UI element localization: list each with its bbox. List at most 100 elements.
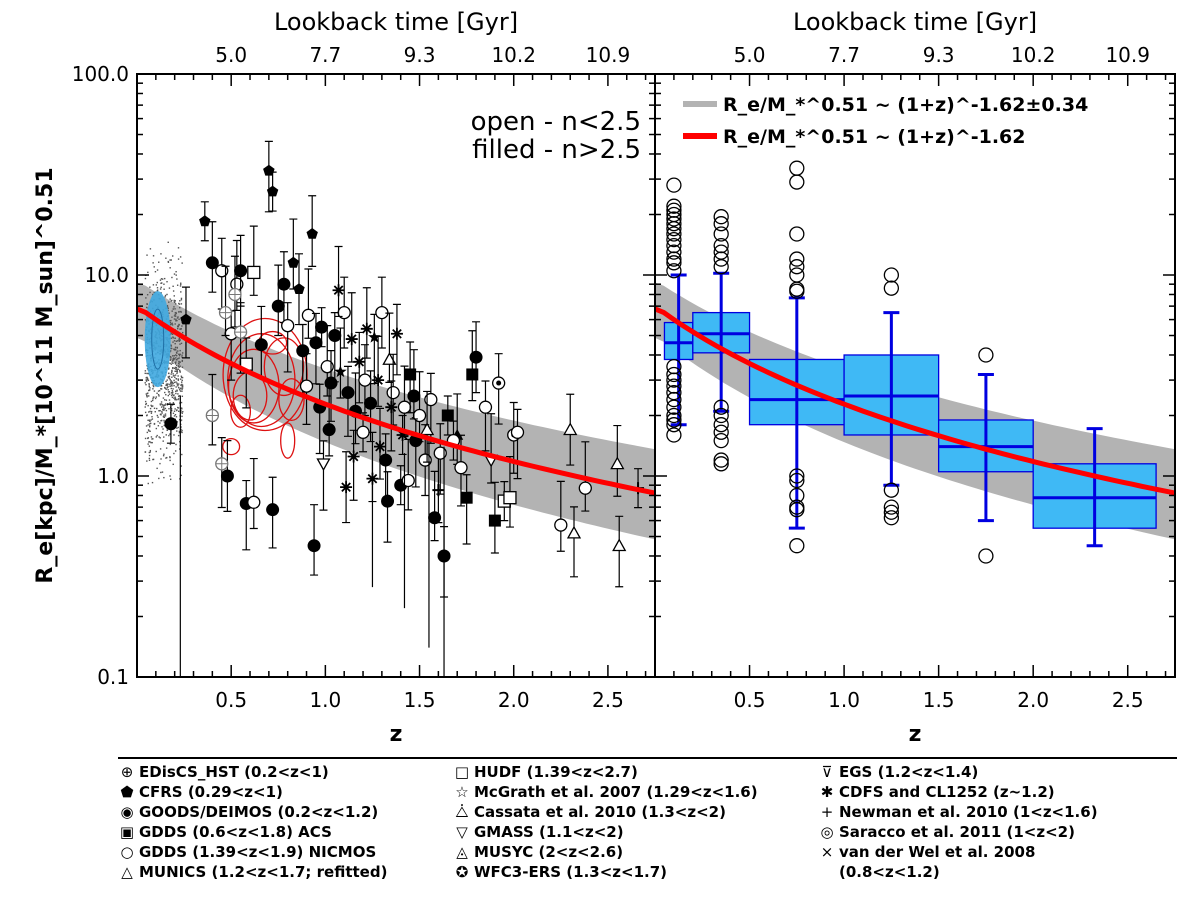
sdss-point xyxy=(152,385,155,388)
data-point-filled-square xyxy=(460,491,473,504)
data-point-open-circle xyxy=(554,518,568,532)
sdss-point xyxy=(167,261,170,263)
sdss-point xyxy=(145,379,147,381)
top-tick-label: 5.0 xyxy=(734,43,766,67)
error-bar xyxy=(319,440,328,511)
sdss-point xyxy=(171,396,174,399)
sdss-point xyxy=(155,450,157,453)
legend-column-1: ⊕ EDisCS_HST (0.2<z<1) ⬟ CFRS (0.29<z<1) ◉… xyxy=(118,762,388,882)
sdss-point xyxy=(159,410,161,412)
sdss-point xyxy=(176,371,179,373)
sdss-point xyxy=(173,394,175,396)
sdss-point xyxy=(157,393,160,396)
sdss-point xyxy=(175,354,177,356)
sdss-point xyxy=(169,362,171,365)
sdss-point xyxy=(175,318,177,321)
sdss-point xyxy=(148,451,150,454)
sdss-point xyxy=(178,366,181,368)
sdss-point xyxy=(144,411,147,414)
x-tick-label: 1.5 xyxy=(404,688,436,712)
sdss-point xyxy=(171,322,173,324)
legend-item: (0.8<z<1.2) xyxy=(818,862,1098,882)
legend-item: ⊕ EDisCS_HST (0.2<z<1) xyxy=(118,762,387,782)
data-point-cross xyxy=(219,306,232,319)
sdss-point xyxy=(176,384,179,386)
sdss-point xyxy=(177,375,179,377)
sdss-point xyxy=(173,301,175,303)
top-tick-label: 10.2 xyxy=(1011,43,1056,67)
sdss-point xyxy=(148,420,151,422)
sdss-point xyxy=(177,385,179,387)
sdss-point xyxy=(164,399,166,401)
sdss-point xyxy=(152,458,154,461)
sdss-point xyxy=(167,372,170,374)
data-point-star xyxy=(334,365,347,378)
sdss-point xyxy=(146,394,148,397)
sdss-point xyxy=(169,323,172,326)
fit-legend-label: R_e/M_*^0.51 ~ (1+z)^-1.62 xyxy=(723,126,1026,148)
sdss-point xyxy=(149,387,151,389)
sdss-point xyxy=(170,373,172,375)
sdss-point xyxy=(171,404,174,406)
sdss-point xyxy=(181,262,183,264)
fit-legend: R_e/M_*^0.51 ~ (1+z)^-1.62±0.34 R_e/M_*^0… xyxy=(683,94,1088,148)
sdss-point xyxy=(163,436,165,438)
sdss-point xyxy=(180,299,183,301)
sdss-point xyxy=(151,438,153,440)
error-bar xyxy=(387,380,396,452)
data-point-filled-circle xyxy=(271,299,285,313)
sdss-point xyxy=(165,457,167,459)
error-bar xyxy=(570,506,579,578)
top-tick-label: 7.7 xyxy=(309,43,341,67)
sdss-point xyxy=(158,261,160,263)
x-tick-label: 1.0 xyxy=(309,688,341,712)
sdss-point xyxy=(172,355,174,357)
y-tick-label: 100.0 xyxy=(72,62,129,86)
sdss-point xyxy=(161,426,163,428)
sdss-point xyxy=(156,407,158,410)
outlier-point xyxy=(713,452,729,468)
sdss-point xyxy=(163,408,165,411)
sdss-point xyxy=(164,407,167,410)
sdss-point xyxy=(166,281,168,283)
sdss-point xyxy=(150,400,153,403)
sdss-point xyxy=(147,443,149,445)
legend-item: △ MUNICS (1.2<z<1.7; refitted) xyxy=(118,862,387,882)
legend-item: ✱ CDFS and CL1252 (z~1.2) xyxy=(818,782,1098,802)
top-tick-label: 10.9 xyxy=(1105,43,1150,67)
sdss-point xyxy=(159,279,162,281)
sdss-point xyxy=(149,422,152,425)
data-point-cross xyxy=(206,409,219,422)
sdss-point xyxy=(160,385,162,387)
sdss-point xyxy=(161,278,164,280)
sdss-point xyxy=(166,384,168,387)
outlier-point xyxy=(666,226,682,242)
outlier-point xyxy=(666,399,682,415)
sdss-point xyxy=(167,394,170,397)
sdss-point xyxy=(163,405,165,407)
sdss-point xyxy=(148,459,151,462)
legend-symbol-icon: ◉ xyxy=(120,803,134,821)
sdss-point xyxy=(169,321,172,324)
sdss-point xyxy=(158,477,160,480)
legend-symbol-icon: ◎ xyxy=(820,823,834,841)
error-bar xyxy=(334,245,343,318)
sdss-point xyxy=(148,441,150,443)
sdss-point xyxy=(176,346,179,349)
sdss-point xyxy=(168,393,171,395)
outlier-point xyxy=(666,251,682,267)
error-bar xyxy=(283,302,292,373)
sdss-point xyxy=(162,409,164,411)
sdss-point xyxy=(181,453,183,456)
outlier-point xyxy=(666,366,682,383)
sdss-point xyxy=(181,429,183,432)
sdss-point xyxy=(176,368,178,371)
sdss-point xyxy=(167,260,169,263)
outlier-point xyxy=(713,432,729,449)
sdss-point xyxy=(175,377,177,380)
sdss-point xyxy=(152,262,154,264)
error-bar xyxy=(221,265,230,337)
sdss-point xyxy=(172,375,175,377)
sdss-point xyxy=(181,379,183,382)
sdss-point xyxy=(149,248,152,250)
